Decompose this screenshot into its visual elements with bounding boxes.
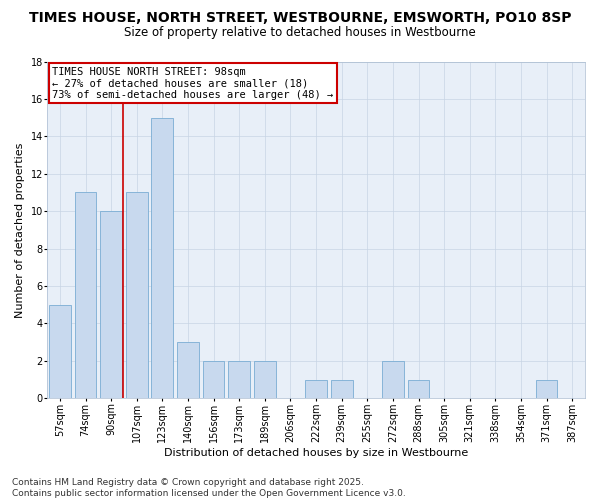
Bar <box>49 304 71 398</box>
Text: TIMES HOUSE NORTH STREET: 98sqm
← 27% of detached houses are smaller (18)
73% of: TIMES HOUSE NORTH STREET: 98sqm ← 27% of… <box>52 66 334 100</box>
Text: TIMES HOUSE, NORTH STREET, WESTBOURNE, EMSWORTH, PO10 8SP: TIMES HOUSE, NORTH STREET, WESTBOURNE, E… <box>29 12 571 26</box>
Bar <box>203 361 224 399</box>
Bar <box>100 211 122 398</box>
Bar <box>254 361 276 399</box>
Bar <box>229 361 250 399</box>
Bar <box>536 380 557 398</box>
Bar <box>126 192 148 398</box>
Bar <box>74 192 97 398</box>
Bar <box>407 380 430 398</box>
Text: Contains HM Land Registry data © Crown copyright and database right 2025.
Contai: Contains HM Land Registry data © Crown c… <box>12 478 406 498</box>
Bar <box>151 118 173 398</box>
Bar <box>177 342 199 398</box>
Bar <box>331 380 353 398</box>
X-axis label: Distribution of detached houses by size in Westbourne: Distribution of detached houses by size … <box>164 448 468 458</box>
Y-axis label: Number of detached properties: Number of detached properties <box>15 142 25 318</box>
Bar <box>305 380 327 398</box>
Bar <box>382 361 404 399</box>
Text: Size of property relative to detached houses in Westbourne: Size of property relative to detached ho… <box>124 26 476 39</box>
